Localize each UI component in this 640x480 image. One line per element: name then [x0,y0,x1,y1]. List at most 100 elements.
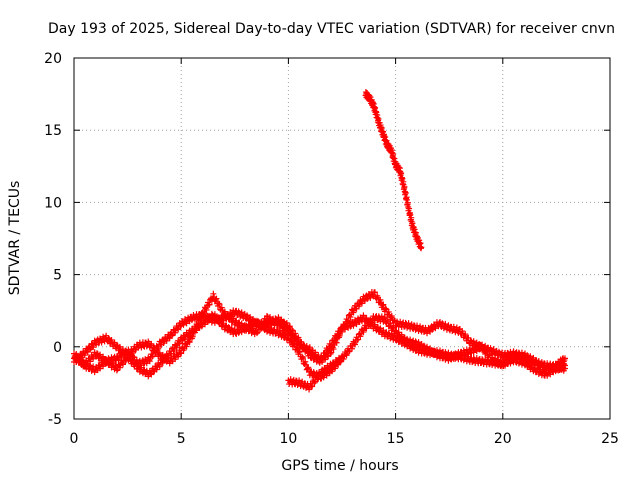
data-point-track-c [260,322,267,329]
data-point-track-b [302,358,309,365]
data-point-track-c [210,290,217,297]
data-point-track-c [295,338,302,345]
data-point-track-c [394,334,401,341]
data-point-track-c [197,317,204,324]
data-point-track-b [87,362,94,369]
data-point-track-b [561,362,568,369]
data-point-track-a [240,311,247,318]
y-tick-label: 15 [44,123,62,139]
data-point-track-c [194,322,201,329]
data-point-track-a [388,314,395,321]
x-tick-label: 20 [494,431,512,447]
data-point-track-a [439,320,446,327]
data-point-track-a [364,295,371,302]
data-point-track-a [380,301,387,308]
data-point-track-a [347,314,354,321]
data-point-track-b [390,324,397,331]
data-point-track-e [399,175,406,182]
data-point-track-b [225,324,232,331]
data-point-track-b [355,336,362,343]
data-point-track-a [146,357,153,364]
chart-title: Day 193 of 2025, Sidereal Day-to-day VTE… [48,21,615,37]
data-point-track-c [216,301,223,308]
x-axis-label: GPS time / hours [281,458,398,474]
data-point-track-c [221,308,228,315]
data-point-track-d [309,383,316,390]
data-point-track-b [482,348,489,355]
data-point-track-b [420,342,427,349]
data-point-track-a [244,312,251,319]
data-point-track-b [204,317,211,324]
data-point-track-c [286,328,293,335]
data-point-track-c [87,346,94,353]
data-point-track-c [165,354,172,361]
data-point-track-c [120,346,127,353]
data-point-track-c [500,363,507,370]
data-point-track-b [150,368,157,375]
series-track-e [362,89,425,252]
data-point-track-a [358,300,365,307]
data-point-track-b [228,325,235,332]
data-point-track-c [90,344,97,351]
data-point-track-d [338,354,345,361]
data-point-track-c [178,350,185,357]
data-point-track-b [153,366,160,373]
data-point-track-c [162,353,169,360]
data-point-track-b [412,338,419,345]
data-point-track-b [100,363,107,370]
data-point-track-c [200,311,207,318]
data-point-track-c [183,343,190,350]
data-point-track-c [148,340,155,347]
data-point-track-b [178,337,185,344]
data-point-track-c [212,296,219,303]
data-point-track-b [360,329,367,336]
data-point-track-b [480,344,487,351]
data-point-track-a [177,323,184,330]
data-point-track-b [119,360,126,367]
data-point-track-c [206,301,213,308]
data-point-track-c [257,326,264,333]
data-point-track-e [407,211,414,218]
data-point-track-a [382,305,389,312]
data-point-track-c [365,317,372,324]
y-tick-label: 10 [44,195,62,211]
data-point-track-a [175,326,182,333]
data-point-track-b [113,367,120,374]
x-tick-label: 10 [279,431,297,447]
data-point-track-a [149,353,156,360]
data-point-track-a [432,325,439,332]
plot-frame [73,57,611,420]
series-track-d [285,354,345,393]
data-point-track-c [235,319,242,326]
data-point-track-a [429,326,436,333]
data-point-track-b [348,345,355,352]
data-point-track-c [175,353,182,360]
data-point-track-c [327,343,334,350]
data-point-track-b [387,320,394,327]
data-point-track-c [508,355,515,362]
data-point-track-b [483,347,490,354]
data-point-track-c [189,333,196,340]
data-point-track-c [278,321,285,328]
data-point-track-c [360,312,367,319]
data-point-track-b [254,317,261,324]
data-point-track-b [132,360,139,367]
data-point-track-a [328,349,335,356]
data-point-track-c [191,329,198,336]
grid [74,58,610,419]
data-point-track-c [502,359,509,366]
data-point-track-b [296,349,303,356]
data-point-track-b [120,361,127,368]
data-point-track-c [126,352,133,359]
data-point-track-b [381,314,388,321]
data-point-track-b [235,329,242,336]
data-point-track-a [146,358,153,365]
data-point-track-a [163,337,170,344]
data-point-track-d [316,371,323,378]
data-point-track-b [220,320,227,327]
data-point-track-c [319,356,326,363]
data-point-track-b [156,363,163,370]
data-point-track-c [350,322,357,329]
data-point-track-a [462,331,469,338]
data-point-track-b [389,325,396,332]
